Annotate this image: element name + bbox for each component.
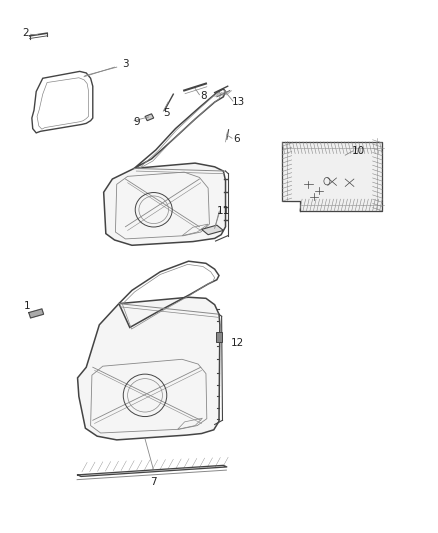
Text: 8: 8	[201, 91, 207, 101]
Text: 6: 6	[233, 134, 240, 144]
Text: 1: 1	[24, 301, 31, 311]
Text: 2: 2	[22, 28, 28, 38]
Polygon shape	[104, 163, 226, 245]
FancyBboxPatch shape	[290, 150, 374, 203]
Text: 3: 3	[122, 59, 129, 69]
Text: 7: 7	[150, 477, 157, 487]
Text: 13: 13	[232, 97, 245, 107]
Polygon shape	[282, 142, 382, 211]
Polygon shape	[29, 309, 44, 318]
Polygon shape	[78, 465, 227, 477]
Bar	[216, 332, 222, 342]
Text: 11: 11	[217, 206, 230, 216]
Text: 10: 10	[352, 146, 365, 156]
Text: 5: 5	[163, 108, 170, 118]
Polygon shape	[78, 297, 220, 440]
Text: 9: 9	[133, 117, 140, 127]
Polygon shape	[145, 114, 154, 120]
Text: 12: 12	[231, 338, 244, 349]
Polygon shape	[201, 225, 223, 235]
